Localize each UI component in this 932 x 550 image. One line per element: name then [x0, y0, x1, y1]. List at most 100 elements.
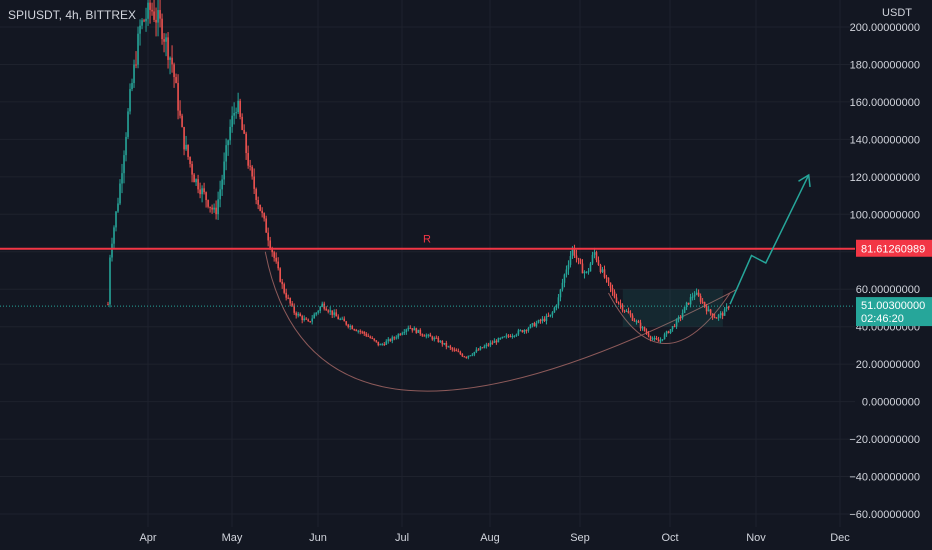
x-tick-label: Jul: [395, 532, 409, 544]
candle-body: [649, 336, 652, 339]
candle-body: [597, 260, 600, 266]
candle-body: [237, 100, 239, 113]
candle-body: [361, 331, 364, 333]
candle-body: [209, 206, 211, 208]
candle-body: [399, 334, 402, 336]
candle-body: [383, 344, 386, 346]
candle-body: [231, 115, 233, 127]
candle-body: [341, 318, 344, 320]
candle-body: [469, 355, 472, 357]
candle-body: [301, 316, 303, 321]
candle-body: [605, 277, 608, 279]
candle-body: [463, 356, 466, 358]
candle-body: [281, 281, 283, 285]
candle-body: [173, 64, 175, 78]
candle-body: [725, 306, 728, 309]
candle-body: [229, 126, 231, 141]
candle-body: [685, 302, 688, 307]
candle-body: [453, 349, 456, 351]
candle-body: [217, 199, 219, 215]
candle-body: [425, 335, 428, 337]
candle-body: [509, 336, 512, 338]
candle-body: [147, 2, 149, 19]
candle-body: [391, 337, 394, 341]
candle-body: [239, 100, 241, 117]
countdown-text: 02:46:20: [861, 313, 904, 325]
candle-body: [719, 313, 722, 315]
candle-body: [583, 271, 586, 274]
candle-body: [655, 337, 658, 340]
candle-body: [261, 210, 263, 214]
candle-body: [421, 334, 424, 336]
candle-body: [661, 339, 664, 341]
candle-body: [549, 314, 552, 317]
y-tick-label: 100.00000000: [850, 209, 920, 221]
candle-body: [413, 328, 416, 331]
candle-body: [319, 306, 322, 311]
candle-body: [577, 258, 580, 260]
candle-body: [415, 328, 418, 333]
candle-body: [313, 314, 316, 319]
candle-body: [347, 324, 350, 327]
candle-body: [481, 347, 484, 349]
candle-body: [395, 337, 398, 339]
candle-body: [225, 145, 227, 162]
candle-body: [405, 329, 408, 332]
candle-body: [635, 321, 638, 323]
candle-body: [407, 327, 410, 330]
candle-body: [389, 339, 392, 341]
candle-body: [575, 255, 578, 259]
target-zone: [622, 289, 723, 327]
candle-body: [111, 243, 113, 258]
candle-body: [149, 2, 151, 10]
cup-arc-small: [608, 292, 731, 344]
candle-body: [653, 337, 656, 339]
candle-body: [275, 257, 277, 262]
candle-body: [621, 304, 624, 311]
candle-body: [473, 351, 476, 355]
candle-body: [185, 144, 187, 150]
candle-body: [295, 312, 297, 316]
candle-body: [487, 344, 490, 346]
candle-body: [145, 18, 147, 22]
candle-body: [203, 188, 205, 193]
candle-body: [349, 325, 352, 327]
candle-body: [403, 331, 406, 334]
candle-body: [447, 346, 450, 348]
candle-body: [727, 306, 730, 309]
candle-body: [711, 313, 714, 317]
candle-body: [177, 83, 179, 111]
candle-body: [369, 336, 372, 339]
candle-body: [651, 338, 654, 340]
candle-body: [381, 344, 384, 346]
candle-body: [115, 211, 117, 228]
candle-body: [137, 33, 139, 65]
candle-body: [525, 329, 528, 331]
y-tick-label: 180.00000000: [850, 59, 920, 71]
candle-body: [279, 268, 281, 282]
candle-body: [127, 111, 129, 137]
candle-body: [175, 77, 177, 84]
candle-body: [283, 284, 285, 293]
candle-body: [257, 199, 259, 205]
candle-body: [373, 338, 376, 341]
candle-body: [633, 320, 636, 322]
candle-body: [659, 339, 662, 342]
candle-body: [159, 10, 161, 19]
candle-body: [699, 295, 702, 302]
symbol-title: SPIUSDT, 4h, BITTREX: [8, 8, 137, 22]
candle-body: [657, 339, 660, 342]
candle-body: [643, 327, 646, 331]
candle-body: [613, 291, 616, 298]
candle-body: [665, 331, 668, 335]
candle-body: [513, 335, 516, 337]
candle-body: [521, 330, 524, 333]
candle-body: [533, 323, 536, 327]
candle-body: [641, 327, 644, 329]
y-tick-label: 200.00000000: [850, 22, 920, 34]
candle-body: [345, 321, 348, 325]
candle-body: [457, 351, 460, 353]
candle-body: [629, 313, 632, 316]
candle-body: [333, 312, 336, 315]
